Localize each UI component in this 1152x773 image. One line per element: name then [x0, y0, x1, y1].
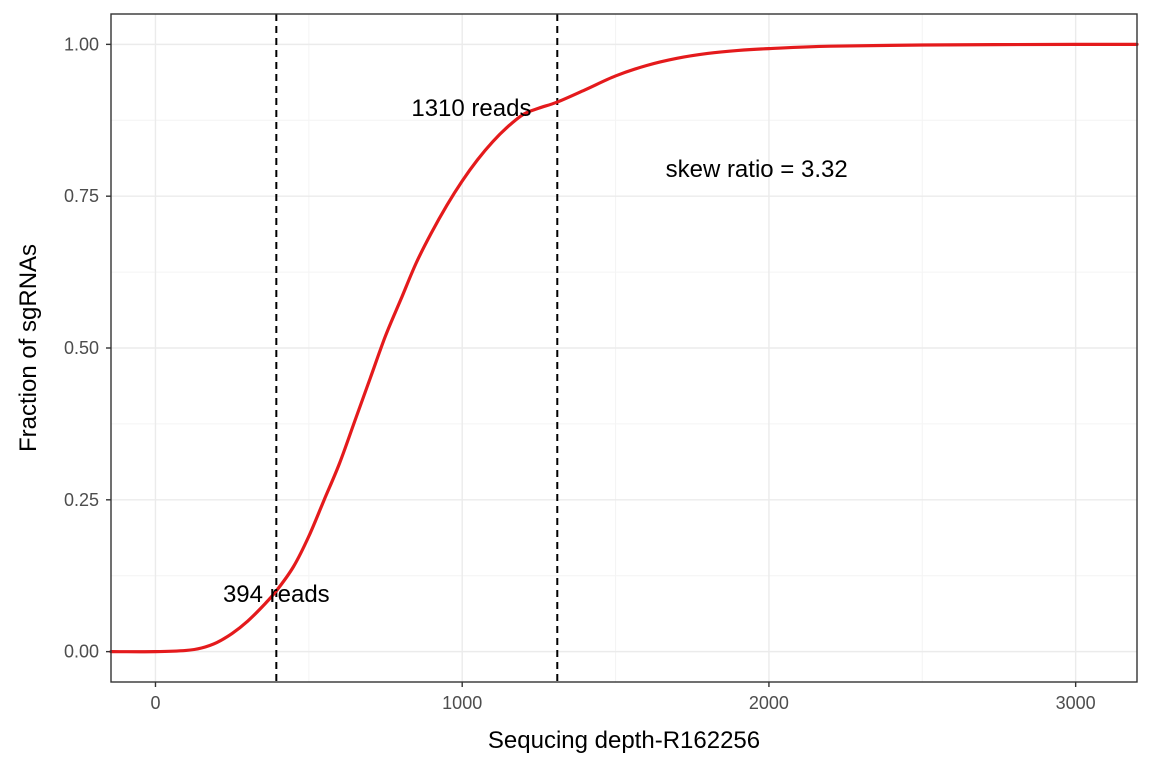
- x-tick-label: 3000: [1056, 693, 1096, 713]
- y-axis-title: Fraction of sgRNAs: [15, 244, 42, 452]
- annotation-label: 394 reads: [223, 581, 330, 608]
- y-tick-label: 0.50: [64, 338, 99, 358]
- y-tick-label: 1.00: [64, 34, 99, 54]
- x-tick-label: 1000: [442, 693, 482, 713]
- x-axis-title: Sequcing depth-R162256: [488, 727, 760, 754]
- annotation-layer: 394 reads 1310 reads skew ratio = 3.32: [223, 95, 848, 608]
- series-layer: [109, 42, 1139, 654]
- annotation-label: 1310 reads: [411, 95, 531, 122]
- series-line: [109, 42, 1139, 654]
- x-axis: 0 1000 2000 3000: [150, 682, 1096, 713]
- x-tick-label: 2000: [749, 693, 789, 713]
- y-tick-label: 0.00: [64, 642, 99, 662]
- annotation-label: skew ratio = 3.32: [666, 156, 848, 183]
- major-grid: [111, 14, 1137, 682]
- x-tick-label: 0: [150, 693, 160, 713]
- reference-lines: [275, 14, 559, 682]
- y-tick-label: 0.75: [64, 186, 99, 206]
- y-tick-label: 0.25: [64, 490, 99, 510]
- y-axis: 0.00 0.25 0.50 0.75 1.00: [64, 34, 111, 662]
